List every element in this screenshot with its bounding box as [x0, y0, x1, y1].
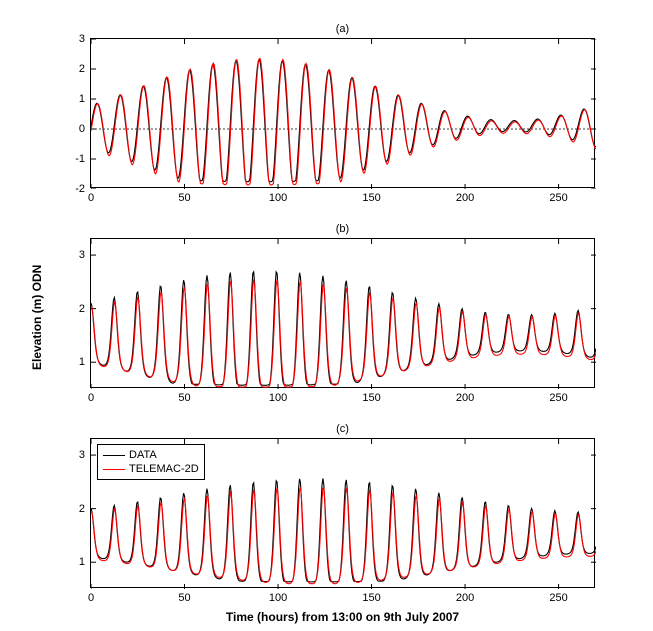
xtick-label: 0: [88, 192, 94, 204]
panel-title-a: (a): [91, 23, 594, 35]
xtick-label: 100: [269, 592, 287, 604]
panel-c: (c)050100150200250123DATATELEMAC-2D: [90, 438, 595, 588]
xtick-label: 250: [549, 392, 567, 404]
xtick-label: 50: [178, 592, 190, 604]
ytick-label: -1: [61, 153, 85, 165]
xtick-label: 50: [178, 192, 190, 204]
xtick-label: 250: [549, 192, 567, 204]
panel-b: (b)050100150200250123: [90, 238, 595, 388]
legend-label: TELEMAC-2D: [129, 462, 199, 476]
legend-label: DATA: [129, 448, 157, 462]
xtick-label: 50: [178, 392, 190, 404]
xtick-label: 0: [88, 592, 94, 604]
legend-swatch: [103, 469, 125, 470]
y-axis-label: Elevation (m) ODN: [30, 265, 44, 370]
xtick-label: 250: [549, 592, 567, 604]
legend-item: DATA: [103, 448, 199, 462]
plot-area: [91, 39, 596, 189]
xtick-label: 150: [362, 392, 380, 404]
ytick-label: 1: [61, 356, 85, 368]
xtick-label: 0: [88, 392, 94, 404]
series-model: [91, 487, 596, 583]
xtick-label: 200: [456, 392, 474, 404]
xtick-label: 100: [269, 392, 287, 404]
xtick-label: 200: [456, 592, 474, 604]
ytick-label: 2: [61, 303, 85, 315]
ytick-label: 1: [61, 556, 85, 568]
ytick-label: 3: [61, 33, 85, 45]
ytick-label: 2: [61, 503, 85, 515]
ytick-label: 0: [61, 123, 85, 135]
xtick-label: 150: [362, 192, 380, 204]
ytick-label: -2: [61, 183, 85, 195]
panel-title-c: (c): [91, 423, 594, 435]
xtick-label: 100: [269, 192, 287, 204]
ytick-label: 1: [61, 93, 85, 105]
ytick-label: 3: [61, 449, 85, 461]
xtick-label: 150: [362, 592, 380, 604]
panel-title-b: (b): [91, 223, 594, 235]
legend: DATATELEMAC-2D: [97, 444, 205, 480]
xtick-label: 200: [456, 192, 474, 204]
legend-swatch: [103, 455, 125, 456]
ytick-label: 2: [61, 63, 85, 75]
x-axis-label: Time (hours) from 13:00 on 9th July 2007: [90, 610, 595, 624]
plot-area: [91, 239, 596, 389]
panel-a: (a)050100150200250-2-10123: [90, 38, 595, 188]
legend-item: TELEMAC-2D: [103, 462, 199, 476]
series-model: [91, 58, 596, 185]
ytick-label: 3: [61, 249, 85, 261]
